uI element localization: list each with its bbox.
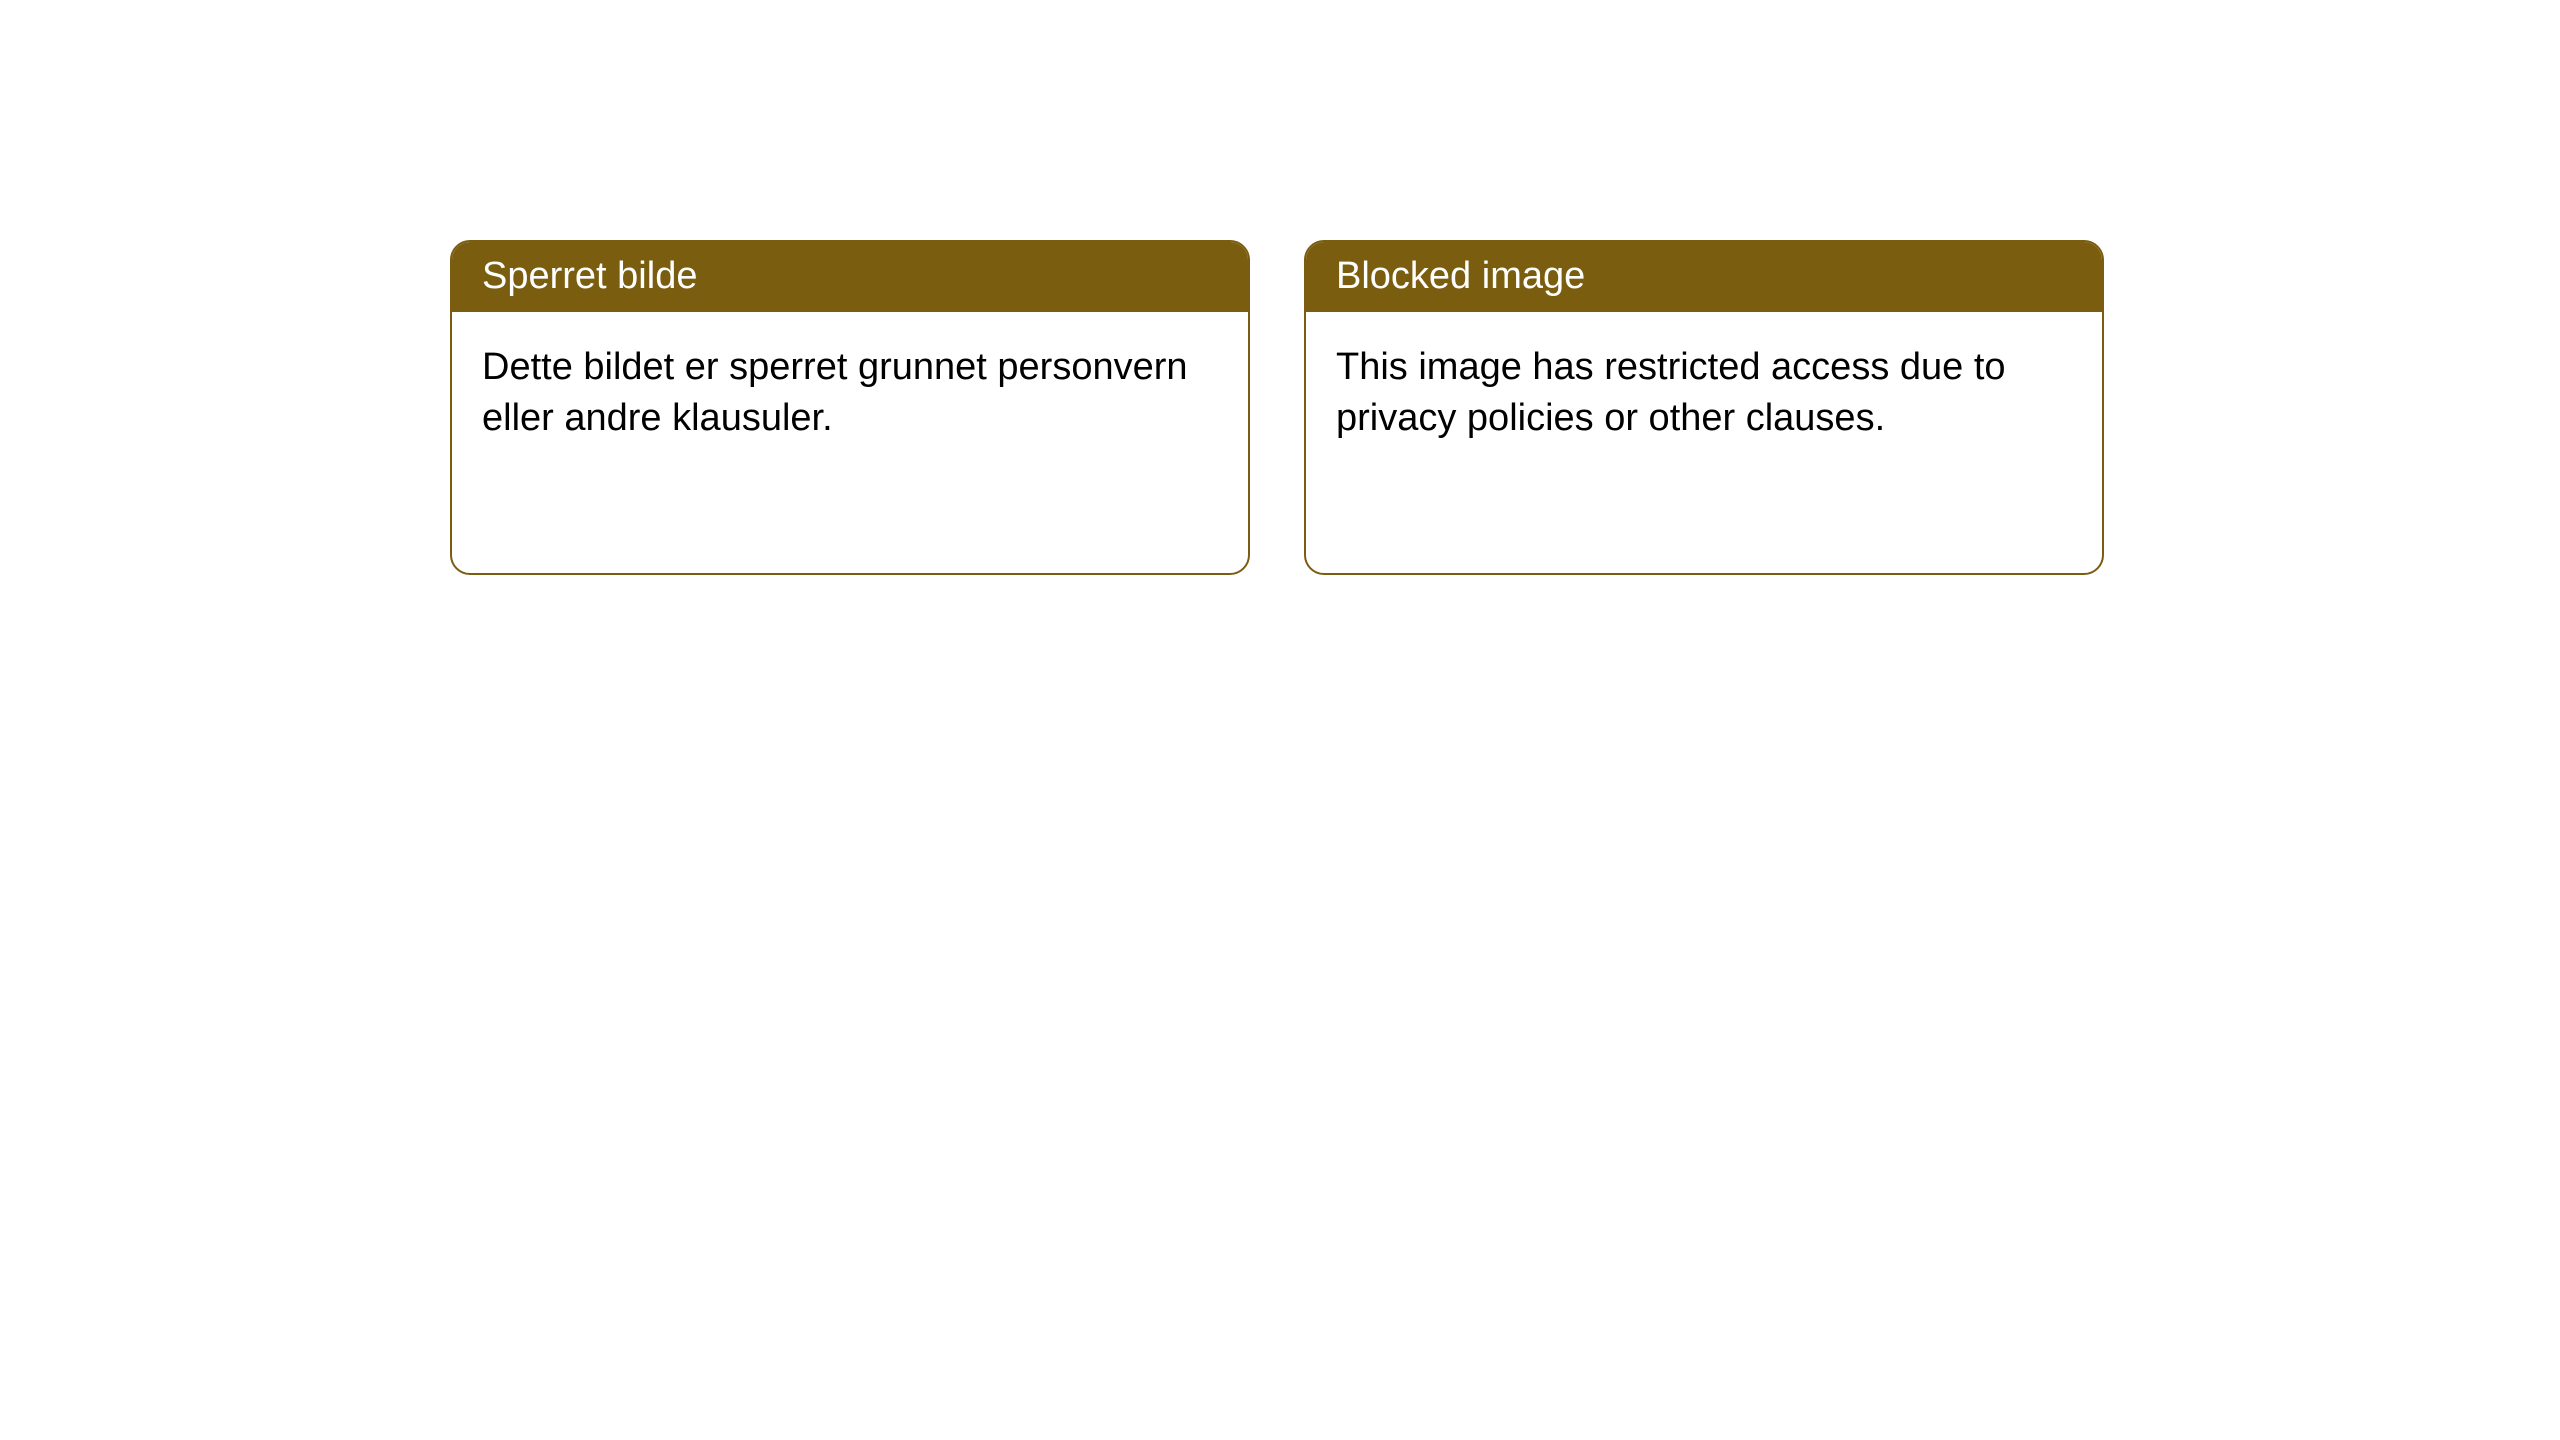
notice-container: Sperret bilde Dette bildet er sperret gr…	[0, 0, 2560, 575]
notice-body-norwegian: Dette bildet er sperret grunnet personve…	[452, 312, 1248, 475]
notice-card-english: Blocked image This image has restricted …	[1304, 240, 2104, 575]
notice-body-english: This image has restricted access due to …	[1306, 312, 2102, 475]
notice-header-english: Blocked image	[1306, 242, 2102, 312]
notice-header-norwegian: Sperret bilde	[452, 242, 1248, 312]
notice-card-norwegian: Sperret bilde Dette bildet er sperret gr…	[450, 240, 1250, 575]
